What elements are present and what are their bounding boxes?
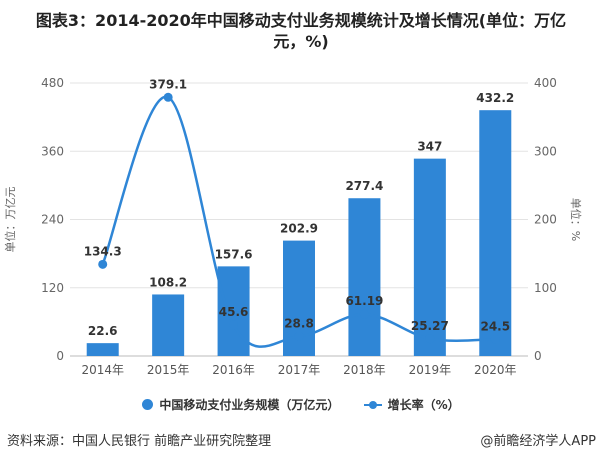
x-tick-label: 2014年 [81, 363, 124, 377]
y-right-tick-label: 200 [534, 213, 557, 227]
source-note: 资料来源：中国人民银行 前瞻产业研究院整理 [7, 434, 272, 449]
line-label: 28.8 [284, 316, 314, 330]
bar-label: 108.2 [149, 275, 187, 289]
bar-label: 157.6 [215, 247, 253, 261]
x-tick-label: 2015年 [147, 363, 190, 377]
x-tick-label: 2020年 [474, 363, 517, 377]
bar [152, 294, 185, 356]
legend-line-marker [363, 401, 382, 409]
line-point [98, 259, 108, 269]
bar [479, 110, 512, 356]
line-point [359, 309, 369, 319]
line-point [490, 334, 500, 344]
x-tick-label: 2019年 [409, 363, 452, 377]
line-label: 45.6 [219, 305, 249, 319]
legend: 中国移动支付业务规模（万亿元） 增长率（%） [0, 396, 602, 413]
y-left-tick-label: 240 [41, 213, 64, 227]
y-left-tick-label: 360 [41, 144, 64, 158]
x-tick-label: 2017年 [278, 363, 321, 377]
y-left-tick-label: 480 [41, 76, 64, 90]
y-right-tick-label: 0 [534, 349, 542, 363]
legend-line-label: 增长率（%） [387, 398, 460, 412]
legend-line: 增长率（%） [363, 396, 460, 413]
y-left-tick-label: 120 [41, 281, 64, 295]
bar-label: 202.9 [280, 222, 318, 236]
bar [348, 198, 381, 356]
y-right-tick-label: 100 [534, 281, 557, 295]
line-point [425, 334, 435, 344]
x-tick-label: 2018年 [343, 363, 386, 377]
line-label: 379.1 [149, 77, 187, 91]
line-point [229, 320, 239, 330]
line-label: 134.3 [84, 244, 122, 258]
credit: @前瞻经济学人APP [480, 434, 596, 449]
legend-bar-marker [142, 399, 154, 410]
legend-bar-label: 中国移动支付业务规模（万亿元） [159, 398, 340, 412]
legend-bar: 中国移动支付业务规模（万亿元） [142, 396, 339, 413]
y-left-tick-label: 0 [56, 349, 64, 363]
bar-label: 347 [417, 140, 442, 154]
bar-label: 22.6 [88, 324, 118, 338]
bar-label: 432.2 [476, 91, 514, 105]
growth-line [101, 95, 496, 348]
line-point [294, 331, 304, 341]
line-label: 24.5 [480, 319, 510, 333]
line-label: 61.19 [345, 294, 383, 308]
bar [413, 158, 446, 356]
bar [86, 343, 119, 356]
y-right-tick-label: 400 [534, 76, 557, 90]
x-tick-label: 2016年 [212, 363, 255, 377]
y-right-tick-label: 300 [534, 144, 557, 158]
line-point [163, 92, 173, 102]
chart-title: 图表3：2014-2020年中国移动支付业务规模统计及增长情况(单位：万亿元，%… [35, 11, 567, 51]
y-left-label: 单位：万亿元 [3, 187, 17, 253]
line-label: 25.27 [411, 319, 449, 333]
y-right-label: 单位：% [569, 198, 583, 241]
bar-label: 277.4 [345, 179, 383, 193]
